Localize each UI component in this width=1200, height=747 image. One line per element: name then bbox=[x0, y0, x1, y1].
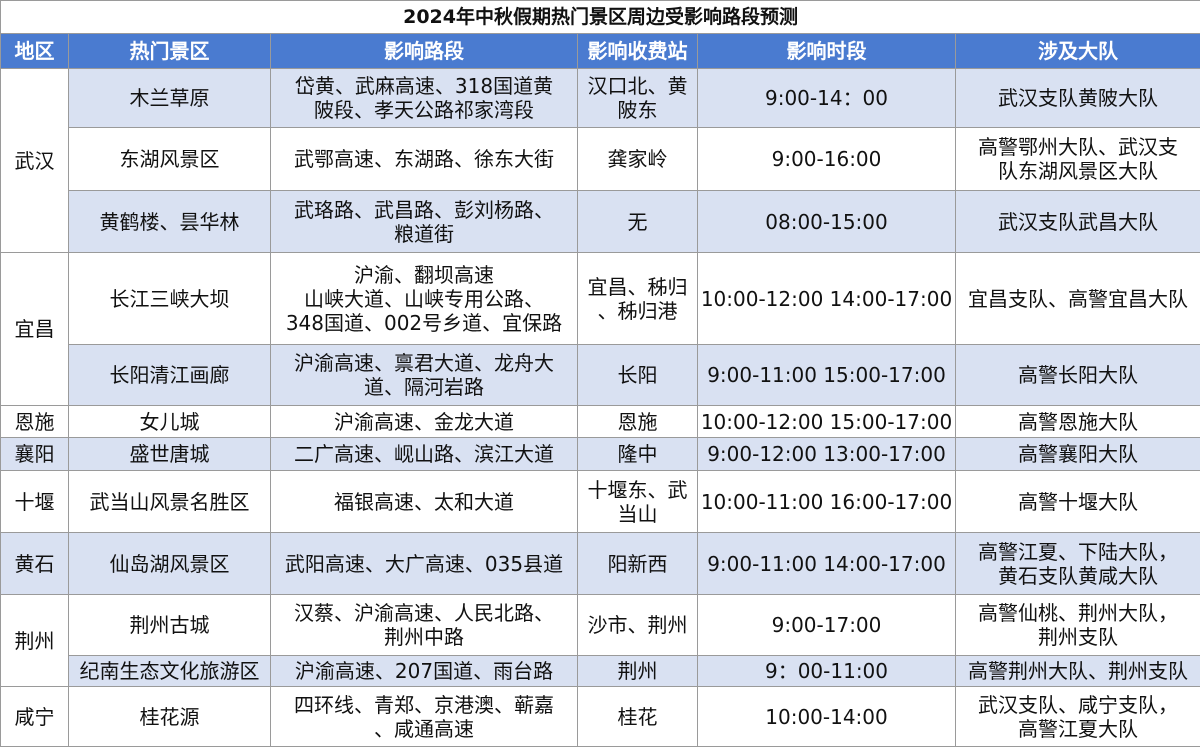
toll-stations: 荆州 bbox=[578, 656, 698, 687]
toll-stations: 宜昌、秭归 、秭归港 bbox=[578, 253, 698, 345]
affected-time: 9：00-11:00 bbox=[698, 656, 956, 687]
toll-stations: 桂花 bbox=[578, 687, 698, 747]
affected-time: 10:00-11:00 16:00-17:00 bbox=[698, 471, 956, 533]
scenic-spot: 武当山风景名胜区 bbox=[69, 471, 271, 533]
police-team: 高警鄂州大队、武汉支 队东湖风景区大队 bbox=[956, 128, 1200, 191]
police-team: 高警仙桃、荆州大队， 荆州支队 bbox=[956, 595, 1200, 656]
scenic-spot: 长阳清江画廊 bbox=[69, 345, 271, 406]
police-team: 武汉支队黄陂大队 bbox=[956, 69, 1200, 128]
scenic-spot: 纪南生态文化旅游区 bbox=[69, 656, 271, 687]
affected-roads: 沪渝、翻坝高速 山峡大道、山峡专用公路、 348国道、002号乡道、宜保路 bbox=[271, 253, 578, 345]
police-team: 宜昌支队、高警宜昌大队 bbox=[956, 253, 1200, 345]
affected-time: 9:00-16:00 bbox=[698, 128, 956, 191]
police-team: 武汉支队武昌大队 bbox=[956, 191, 1200, 253]
scenic-spot: 木兰草原 bbox=[69, 69, 271, 128]
affected-time: 10:00-12:00 14:00-17:00 bbox=[698, 253, 956, 345]
header-cell: 地区 bbox=[1, 34, 69, 69]
affected-roads: 沪渝高速、金龙大道 bbox=[271, 406, 578, 438]
table-row: 宜昌长江三峡大坝沪渝、翻坝高速 山峡大道、山峡专用公路、 348国道、002号乡… bbox=[1, 253, 1200, 345]
affected-roads: 武阳高速、大广高速、035县道 bbox=[271, 533, 578, 595]
affected-roads: 福银高速、太和大道 bbox=[271, 471, 578, 533]
table-title: 2024年中秋假期热门景区周边受影响路段预测 bbox=[1, 1, 1200, 34]
toll-stations: 恩施 bbox=[578, 406, 698, 438]
toll-stations: 隆中 bbox=[578, 438, 698, 471]
affected-time: 9:00-12:00 13:00-17:00 bbox=[698, 438, 956, 471]
affected-time: 10:00-12:00 15:00-17:00 bbox=[698, 406, 956, 438]
toll-stations: 阳新西 bbox=[578, 533, 698, 595]
region: 恩施 bbox=[1, 406, 69, 438]
toll-stations: 汉口北、黄 陂东 bbox=[578, 69, 698, 128]
affected-time: 9:00-11:00 15:00-17:00 bbox=[698, 345, 956, 406]
affected-roads: 四环线、青郑、京港澳、蕲嘉 、咸通高速 bbox=[271, 687, 578, 747]
scenic-spot: 黄鹤楼、昙华林 bbox=[69, 191, 271, 253]
region: 荆州 bbox=[1, 595, 69, 687]
table-row: 武汉木兰草原岱黄、武麻高速、318国道黄 陂段、孝天公路祁家湾段汉口北、黄 陂东… bbox=[1, 69, 1200, 128]
police-team: 武汉支队、咸宁支队， 高警江夏大队 bbox=[956, 687, 1200, 747]
affected-time: 08:00-15:00 bbox=[698, 191, 956, 253]
toll-stations: 长阳 bbox=[578, 345, 698, 406]
affected-roads: 武鄂高速、东湖路、徐东大街 bbox=[271, 128, 578, 191]
affected-time: 9:00-14：00 bbox=[698, 69, 956, 128]
scenic-spot: 桂花源 bbox=[69, 687, 271, 747]
affected-time: 9:00-11:00 14:00-17:00 bbox=[698, 533, 956, 595]
police-team: 高警长阳大队 bbox=[956, 345, 1200, 406]
toll-stations: 十堰东、武 当山 bbox=[578, 471, 698, 533]
region: 咸宁 bbox=[1, 687, 69, 747]
header-cell: 影响收费站 bbox=[578, 34, 698, 69]
affected-roads: 沪渝高速、禀君大道、龙舟大 道、隔河岩路 bbox=[271, 345, 578, 406]
scenic-spot: 仙岛湖风景区 bbox=[69, 533, 271, 595]
region: 黄石 bbox=[1, 533, 69, 595]
affected-time: 10:00-14:00 bbox=[698, 687, 956, 747]
region: 武汉 bbox=[1, 69, 69, 253]
scenic-spot: 女儿城 bbox=[69, 406, 271, 438]
region: 十堰 bbox=[1, 471, 69, 533]
region: 宜昌 bbox=[1, 253, 69, 406]
toll-stations: 无 bbox=[578, 191, 698, 253]
scenic-spot: 东湖风景区 bbox=[69, 128, 271, 191]
region: 襄阳 bbox=[1, 438, 69, 471]
toll-stations: 沙市、荆州 bbox=[578, 595, 698, 656]
police-team: 高警襄阳大队 bbox=[956, 438, 1200, 471]
header-cell: 涉及大队 bbox=[956, 34, 1200, 69]
police-team: 高警十堰大队 bbox=[956, 471, 1200, 533]
affected-roads: 二广高速、岘山路、滨江大道 bbox=[271, 438, 578, 471]
police-team: 高警江夏、下陆大队， 黄石支队黄咸大队 bbox=[956, 533, 1200, 595]
affected-roads: 汉蔡、沪渝高速、人民北路、 荆州中路 bbox=[271, 595, 578, 656]
affected-roads: 武珞路、武昌路、彭刘杨路、 粮道街 bbox=[271, 191, 578, 253]
affected-roads: 岱黄、武麻高速、318国道黄 陂段、孝天公路祁家湾段 bbox=[271, 69, 578, 128]
scenic-spot: 长江三峡大坝 bbox=[69, 253, 271, 345]
header-cell: 影响路段 bbox=[271, 34, 578, 69]
toll-stations: 龚家岭 bbox=[578, 128, 698, 191]
header-cell: 影响时段 bbox=[698, 34, 956, 69]
scenic-spot: 荆州古城 bbox=[69, 595, 271, 656]
title-row: 2024年中秋假期热门景区周边受影响路段预测 bbox=[1, 1, 1200, 34]
affected-time: 9:00-17:00 bbox=[698, 595, 956, 656]
police-team: 高警荆州大队、荆州支队 bbox=[956, 656, 1200, 687]
header-cell: 热门景区 bbox=[69, 34, 271, 69]
affected-roads: 沪渝高速、207国道、雨台路 bbox=[271, 656, 578, 687]
scenic-spot: 盛世唐城 bbox=[69, 438, 271, 471]
header-row: 地区热门景区影响路段影响收费站影响时段涉及大队 bbox=[1, 34, 1200, 69]
police-team: 高警恩施大队 bbox=[956, 406, 1200, 438]
